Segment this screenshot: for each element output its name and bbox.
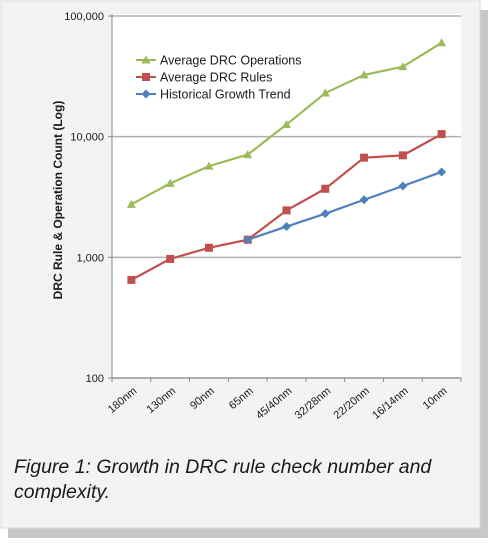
plot-area (112, 14, 461, 378)
y-axis-label: DRC Rule & Operation Count (Log) (51, 101, 65, 300)
data-point (320, 88, 330, 97)
data-point (204, 161, 214, 170)
data-point (437, 167, 447, 177)
data-point (437, 130, 446, 139)
data-point (320, 209, 330, 219)
data-point (359, 70, 369, 79)
y-tick-label: 100 (86, 373, 104, 385)
y-tick-label: 100,000 (64, 11, 104, 23)
series-average-drc-rules (127, 130, 446, 284)
series-historical-growth-trend (243, 167, 447, 245)
data-point (359, 195, 369, 205)
data-point (321, 184, 330, 193)
data-point (127, 275, 136, 284)
legend-marker (141, 89, 151, 99)
data-point (398, 151, 407, 160)
data-point (398, 181, 408, 191)
data-point (437, 38, 447, 47)
data-point (243, 150, 253, 159)
data-point (282, 222, 291, 232)
data-point (360, 153, 369, 162)
data-point (398, 62, 408, 71)
legend-marker (141, 55, 151, 64)
legend-label: Historical Growth Trend (160, 88, 291, 102)
figure-caption: Figure 1: Growth in DRC rule check numbe… (14, 456, 432, 503)
legend-label: Average DRC Rules (160, 71, 272, 85)
series-average-drc-operations (126, 38, 447, 208)
y-tick-label: 10,000 (70, 132, 104, 144)
data-point (126, 199, 136, 208)
series-line (247, 170, 442, 241)
y-tick-label: 1,000 (76, 252, 104, 264)
legend-marker (142, 73, 150, 81)
legend-label: Average DRC Operations (160, 54, 302, 68)
data-point (243, 235, 253, 245)
data-point (204, 243, 213, 252)
data-point (282, 120, 291, 129)
data-point (166, 254, 175, 263)
data-point (282, 206, 291, 215)
data-point (165, 178, 175, 187)
